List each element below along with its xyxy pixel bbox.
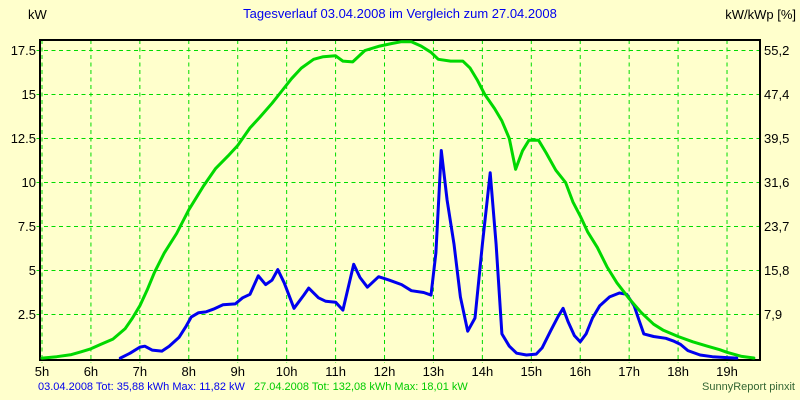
left-axis-tick-label: 5	[29, 263, 36, 278]
right-axis-tick-label: 55,2	[764, 43, 789, 58]
footer-series2-stats: 27.04.2008 Tot: 132,08 kWh Max: 18,01 kW	[253, 381, 468, 393]
x-axis-tick-label: 5h	[35, 364, 49, 379]
series-line-27.04.2008	[40, 40, 756, 360]
x-axis-tick-label: 14h	[472, 364, 494, 379]
left-axis-tick-label: 7.5	[18, 219, 36, 234]
x-axis-tick-label: 19h	[716, 364, 738, 379]
x-axis-tick-label: 7h	[133, 364, 147, 379]
x-axis-tick-label: 15h	[520, 364, 542, 379]
left-axis-tick-label: 12.5	[11, 131, 36, 146]
footer-credit: SunnyReport pinxit	[702, 381, 795, 393]
left-axis-tick-label: 2.5	[18, 307, 36, 322]
plot-border	[39, 39, 761, 361]
x-axis-tick-label: 9h	[230, 364, 244, 379]
right-axis-tick-label: 31,6	[764, 175, 789, 190]
right-axis-tick-label: 7,9	[764, 307, 782, 322]
footer-series1-stats: 03.04.2008 Tot: 35,88 kWh Max: 11,82 kW	[38, 381, 245, 393]
x-axis-tick-label: 13h	[423, 364, 445, 379]
footer-stats: 03.04.2008 Tot: 35,88 kWh Max: 11,82 kW …	[38, 381, 468, 393]
left-axis-tick-label: 15	[22, 87, 36, 102]
left-axis-tick-label: 10	[22, 175, 36, 190]
x-axis-tick-label: 10h	[276, 364, 298, 379]
x-axis-tick-label: 11h	[325, 364, 346, 379]
right-axis-tick-label: 23,7	[764, 219, 789, 234]
series-line-03.04.2008	[118, 149, 739, 360]
left-axis-tick-label: 17.5	[11, 43, 36, 58]
right-axis-tick-label: 39,5	[764, 131, 789, 146]
x-axis-tick-label: 17h	[618, 364, 640, 379]
x-axis-tick-label: 8h	[182, 364, 196, 379]
right-axis-tick-label: 15,8	[764, 263, 789, 278]
chart-title: Tagesverlauf 03.04.2008 im Vergleich zum…	[243, 6, 557, 21]
x-axis-tick-label: 12h	[374, 364, 396, 379]
x-axis-tick-label: 6h	[84, 364, 98, 379]
x-axis-tick-label: 16h	[569, 364, 591, 379]
right-axis-tick-label: 47,4	[764, 87, 789, 102]
x-axis-tick-label: 18h	[667, 364, 689, 379]
left-axis-unit-label: kW	[28, 7, 47, 22]
right-axis-unit-label: kW/kWp [%]	[725, 7, 796, 22]
